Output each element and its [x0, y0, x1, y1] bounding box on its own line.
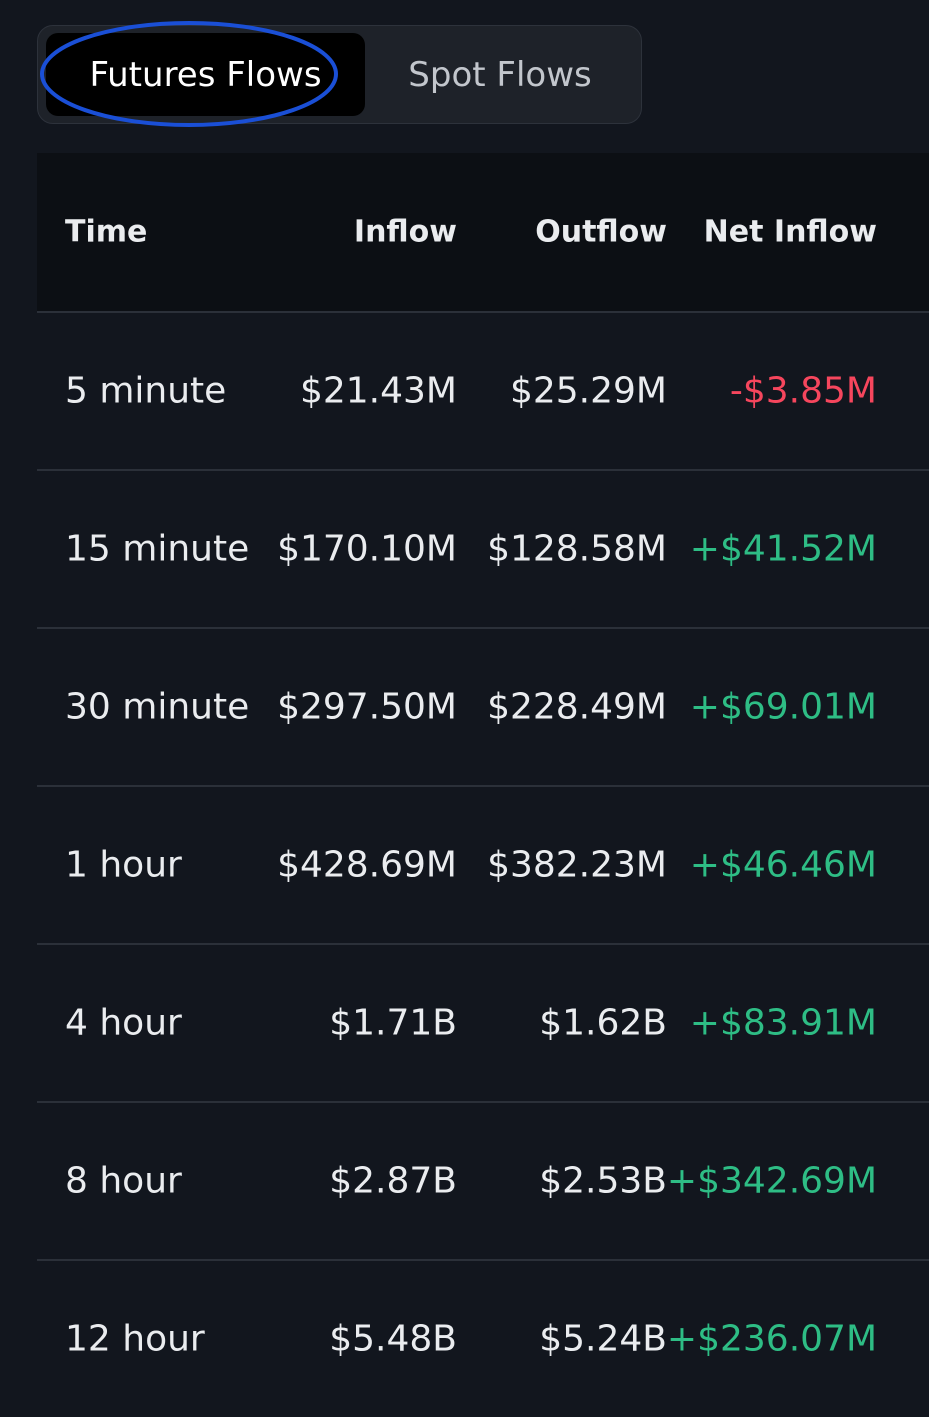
- flows-table: Time Inflow Outflow Net Inflow 5 minute …: [37, 153, 929, 1417]
- cell-outflow: $382.23M: [487, 844, 667, 886]
- cell-outflow: $128.58M: [487, 528, 667, 570]
- cell-inflow: $428.69M: [277, 844, 457, 886]
- cell-outflow: $228.49M: [487, 686, 667, 728]
- header-net-inflow[interactable]: Net Inflow: [703, 214, 877, 250]
- cell-inflow: $170.10M: [277, 528, 457, 570]
- table-row: 5 minute $21.43M $25.29M -$3.85M: [37, 313, 929, 471]
- cell-inflow: $5.48B: [329, 1318, 457, 1360]
- cell-outflow: $25.29M: [509, 370, 667, 412]
- cell-outflow: $5.24B: [539, 1318, 667, 1360]
- cell-inflow: $2.87B: [329, 1160, 457, 1202]
- flow-type-tabs: Futures Flows Spot Flows: [37, 25, 642, 124]
- header-time[interactable]: Time: [65, 214, 148, 250]
- table-row: 4 hour $1.71B $1.62B +$83.91M: [37, 945, 929, 1103]
- table-row: 8 hour $2.87B $2.53B +$342.69M: [37, 1103, 929, 1261]
- table-row: 12 hour $5.48B $5.24B +$236.07M: [37, 1261, 929, 1417]
- cell-time: 15 minute: [65, 528, 250, 570]
- table-row: 30 minute $297.50M $228.49M +$69.01M: [37, 629, 929, 787]
- cell-net-inflow: +$236.07M: [666, 1318, 877, 1360]
- cell-net-inflow: -$3.85M: [729, 370, 877, 412]
- cell-inflow: $1.71B: [329, 1002, 457, 1044]
- cell-time: 12 hour: [65, 1318, 205, 1360]
- cell-net-inflow: +$46.46M: [689, 844, 877, 886]
- header-inflow[interactable]: Inflow: [353, 214, 457, 250]
- cell-net-inflow: +$41.52M: [689, 528, 877, 570]
- cell-time: 4 hour: [65, 1002, 182, 1044]
- cell-time: 1 hour: [65, 844, 182, 886]
- cell-outflow: $1.62B: [539, 1002, 667, 1044]
- table-header: Time Inflow Outflow Net Inflow: [37, 153, 929, 313]
- cell-net-inflow: +$83.91M: [689, 1002, 877, 1044]
- cell-time: 8 hour: [65, 1160, 182, 1202]
- tab-spot-flows[interactable]: Spot Flows: [408, 54, 592, 95]
- cell-inflow: $21.43M: [299, 370, 457, 412]
- cell-net-inflow: +$342.69M: [666, 1160, 877, 1202]
- cell-inflow: $297.50M: [277, 686, 457, 728]
- table-row: 1 hour $428.69M $382.23M +$46.46M: [37, 787, 929, 945]
- cell-outflow: $2.53B: [539, 1160, 667, 1202]
- cell-net-inflow: +$69.01M: [689, 686, 877, 728]
- header-outflow[interactable]: Outflow: [535, 214, 667, 250]
- table-row: 15 minute $170.10M $128.58M +$41.52M: [37, 471, 929, 629]
- cell-time: 30 minute: [65, 686, 250, 728]
- tab-futures-flows[interactable]: Futures Flows: [46, 33, 365, 116]
- cell-time: 5 minute: [65, 370, 227, 412]
